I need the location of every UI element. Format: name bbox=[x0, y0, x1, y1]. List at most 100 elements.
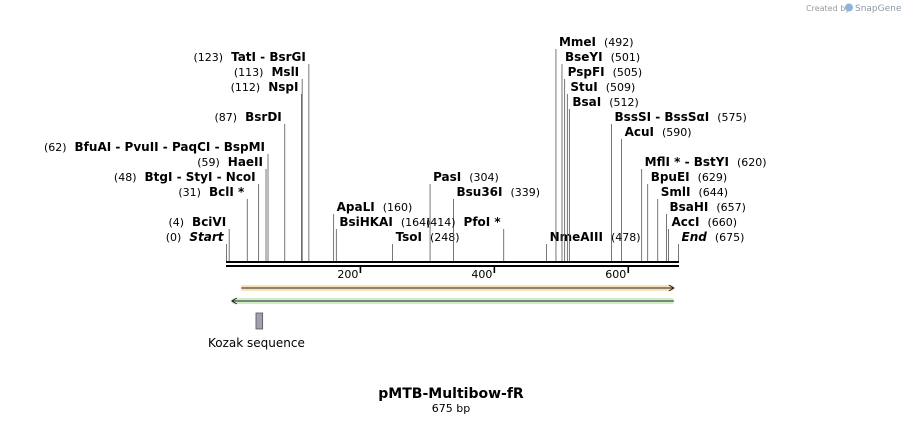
kozak-label: Kozak sequence bbox=[208, 336, 305, 350]
sequence-backbone bbox=[226, 261, 679, 267]
ruler-tick-label-600: 600 bbox=[605, 268, 626, 281]
site-name-tati: TatI - BsrGI bbox=[231, 50, 306, 64]
site-acui[interactable]: (590) AcuI bbox=[621, 125, 692, 261]
site-mmei[interactable]: (492) MmeI bbox=[555, 35, 634, 261]
site-position-bsihkai: (164) bbox=[401, 216, 431, 229]
site-name-bsrdi: BsrDI bbox=[245, 110, 282, 124]
site-name-apali: ApaLI bbox=[337, 200, 375, 214]
snapgene-branding: Created by SnapGene bbox=[806, 3, 902, 14]
features-track bbox=[230, 284, 675, 305]
site-pspfi[interactable]: (505) PspFI bbox=[564, 65, 643, 261]
construct-title: pMTB-Multibow-fR bbox=[378, 386, 524, 402]
site-bsai[interactable]: (512) BsaI bbox=[568, 95, 639, 261]
ruler: 200 400 600 bbox=[337, 266, 630, 281]
feature-orange-orf[interactable] bbox=[241, 284, 675, 292]
kozak-box[interactable] bbox=[255, 312, 264, 330]
kozak-feature[interactable]: Kozak sequence bbox=[208, 312, 305, 350]
site-name-pasi: PasI bbox=[433, 170, 461, 184]
site-start[interactable]: (0) Start bbox=[166, 230, 227, 261]
site-name-btgi: BtgI - StyI - NcoI bbox=[145, 170, 256, 184]
site-apali[interactable]: (160) ApaLI bbox=[333, 200, 413, 261]
site-bsahi[interactable]: (657) BsaHI bbox=[666, 200, 746, 261]
site-nmeaiii[interactable]: (478) NmeAIII bbox=[546, 230, 641, 261]
site-name-mmei: MmeI bbox=[559, 35, 596, 49]
restriction-sites: (0) Start (4) BciVI (31) BclI * (48) BtgI - Sty… bbox=[44, 35, 767, 261]
site-btgi[interactable]: (48) BtgI - StyI - NcoI bbox=[114, 170, 260, 261]
site-position-bpuei: (629) bbox=[698, 171, 728, 184]
site-pfoi[interactable]: (414) PfoI * bbox=[426, 215, 505, 261]
feature-green-orf[interactable] bbox=[230, 297, 674, 305]
site-position-pspfi: (505) bbox=[613, 66, 643, 79]
feature-arrow-orange-orf bbox=[668, 284, 675, 292]
site-position-stui: (509) bbox=[606, 81, 636, 94]
site-smli[interactable]: (644) SmlI bbox=[657, 185, 728, 261]
site-pasi[interactable]: (304) PasI bbox=[429, 170, 499, 261]
site-name-end: End bbox=[682, 230, 708, 244]
site-msli[interactable]: (113) MslI bbox=[234, 65, 303, 261]
site-haeii[interactable]: (59) HaeII bbox=[197, 155, 267, 261]
site-position-apali: (160) bbox=[383, 201, 413, 214]
site-position-smli: (644) bbox=[698, 186, 728, 199]
site-name-bsssi: BssSI - BssSαI bbox=[615, 110, 710, 124]
site-nspi[interactable]: (112) NspI bbox=[231, 80, 302, 261]
site-name-mfli: MflI * - BstYI bbox=[645, 155, 729, 169]
site-bsrdi[interactable]: (87) BsrDI bbox=[215, 110, 286, 261]
site-position-pasi: (304) bbox=[469, 171, 499, 184]
site-bfuai[interactable]: (62) BfuAI - PvuII - PaqCI - BspMI bbox=[44, 140, 269, 261]
site-position-msli: (113) bbox=[234, 66, 264, 79]
construct-length: 675 bp bbox=[432, 402, 470, 415]
ruler-tick-label-200: 200 bbox=[337, 268, 358, 281]
site-position-end: (675) bbox=[715, 231, 745, 244]
site-position-pfoi: (414) bbox=[426, 216, 456, 229]
site-bsssi[interactable]: (575) BssSI - BssSαI bbox=[611, 110, 747, 261]
site-acci[interactable]: (660) AccI bbox=[668, 215, 737, 261]
site-position-mmei: (492) bbox=[604, 36, 634, 49]
site-name-bsu36i: Bsu36I bbox=[457, 185, 503, 199]
site-name-nspi: NspI bbox=[268, 80, 298, 94]
site-name-tsoi: TsoI bbox=[396, 230, 422, 244]
site-position-bsai: (512) bbox=[609, 96, 639, 109]
site-tati[interactable]: (123) TatI - BsrGI bbox=[193, 50, 310, 261]
site-position-bseyi: (501) bbox=[611, 51, 641, 64]
site-position-nmeaiii: (478) bbox=[611, 231, 641, 244]
site-name-acui: AcuI bbox=[625, 125, 654, 139]
site-position-bsu36i: (339) bbox=[511, 186, 541, 199]
site-position-btgi: (48) bbox=[114, 171, 137, 184]
site-position-bsssi: (575) bbox=[717, 111, 747, 124]
site-position-mfli: (620) bbox=[737, 156, 767, 169]
site-stui[interactable]: (509) StuI bbox=[566, 80, 636, 261]
site-mfli[interactable]: (620) MflI * - BstYI bbox=[641, 155, 767, 261]
feature-arrow-green-orf bbox=[230, 297, 238, 305]
site-name-start: Start bbox=[189, 230, 224, 244]
site-bcli[interactable]: (31) BclI * bbox=[178, 185, 248, 261]
site-name-bsai: BsaI bbox=[572, 95, 601, 109]
site-name-pspfi: PspFI bbox=[568, 65, 605, 79]
site-name-stui: StuI bbox=[570, 80, 597, 94]
site-end[interactable]: (675) End bbox=[678, 230, 745, 261]
site-bpuei[interactable]: (629) BpuEI bbox=[647, 170, 728, 261]
site-position-tati: (123) bbox=[193, 51, 223, 64]
created-by-text: Created by bbox=[806, 4, 850, 13]
site-name-bcivi: BciVI bbox=[192, 215, 226, 229]
site-name-bsihkai: BsiHKAI bbox=[339, 215, 393, 229]
site-bcivi[interactable]: (4) BciVI bbox=[168, 215, 230, 261]
site-position-acci: (660) bbox=[707, 216, 737, 229]
site-position-bcivi: (4) bbox=[168, 216, 184, 229]
site-name-haeii: HaeII bbox=[228, 155, 263, 169]
site-position-bsrdi: (87) bbox=[215, 111, 238, 124]
site-name-bpuei: BpuEI bbox=[651, 170, 690, 184]
site-bsu36i[interactable]: (339) Bsu36I bbox=[453, 185, 541, 261]
site-name-smli: SmlI bbox=[661, 185, 691, 199]
site-name-bseyi: BseYI bbox=[565, 50, 603, 64]
site-tsoi[interactable]: (248) TsoI bbox=[392, 230, 460, 261]
site-name-bfuai: BfuAI - PvuII - PaqCI - BspMI bbox=[75, 140, 265, 154]
site-name-bcli: BclI * bbox=[209, 185, 245, 199]
ruler-tick-label-400: 400 bbox=[471, 268, 492, 281]
site-position-bfuai: (62) bbox=[44, 141, 67, 154]
site-position-acui: (590) bbox=[662, 126, 692, 139]
site-bseyi[interactable]: (501) BseYI bbox=[561, 50, 641, 261]
site-name-pfoi: PfoI * bbox=[464, 215, 502, 229]
site-position-bsahi: (657) bbox=[716, 201, 746, 214]
site-bsihkai[interactable]: (164) BsiHKAI bbox=[335, 215, 431, 261]
